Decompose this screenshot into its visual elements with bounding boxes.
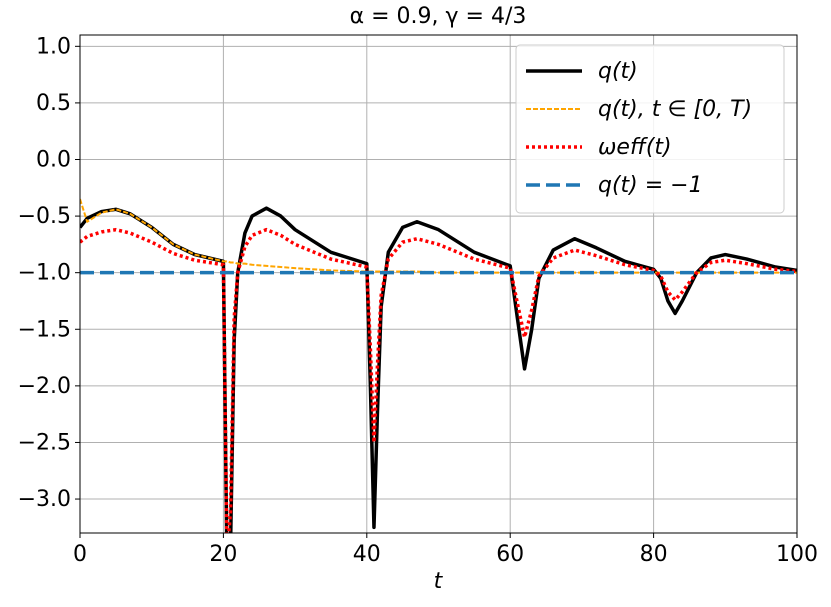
plot-frame bbox=[79, 34, 798, 534]
legend-box bbox=[515, 44, 785, 214]
y-tick-label: 1.0 bbox=[36, 34, 71, 59]
y-tick-label: −1.5 bbox=[18, 317, 71, 342]
y-tick-label: −0.5 bbox=[18, 204, 71, 229]
legend-label: q(t) = −1 bbox=[598, 173, 703, 198]
chart-title: α = 0.9, γ = 4/3 bbox=[350, 4, 527, 29]
y-tick-label: −2.0 bbox=[18, 374, 71, 399]
x-tick-label: 40 bbox=[353, 542, 381, 567]
x-tick-label: 100 bbox=[776, 542, 818, 567]
x-tick-label: 20 bbox=[209, 542, 237, 567]
plot-area bbox=[80, 198, 797, 533]
x-tick-label: 60 bbox=[496, 542, 524, 567]
y-tick-label: −2.5 bbox=[18, 430, 71, 455]
x-tick-label: 80 bbox=[640, 542, 668, 567]
legend-label: q(t), t ∈ [0, T) bbox=[598, 97, 752, 122]
x-axis-label: t bbox=[434, 569, 444, 594]
line-series bbox=[80, 227, 797, 533]
x-tick-label: 0 bbox=[73, 542, 87, 567]
line-series bbox=[80, 206, 797, 533]
legend-label: ωeff(t) bbox=[598, 135, 672, 160]
y-tick-label: 0.5 bbox=[36, 91, 71, 116]
y-tick-label: −3.0 bbox=[18, 487, 71, 512]
legend-label: q(t) bbox=[598, 59, 638, 84]
y-tick-label: −1.0 bbox=[18, 261, 71, 286]
y-tick-label: 0.0 bbox=[36, 148, 71, 173]
line-series bbox=[80, 198, 797, 274]
